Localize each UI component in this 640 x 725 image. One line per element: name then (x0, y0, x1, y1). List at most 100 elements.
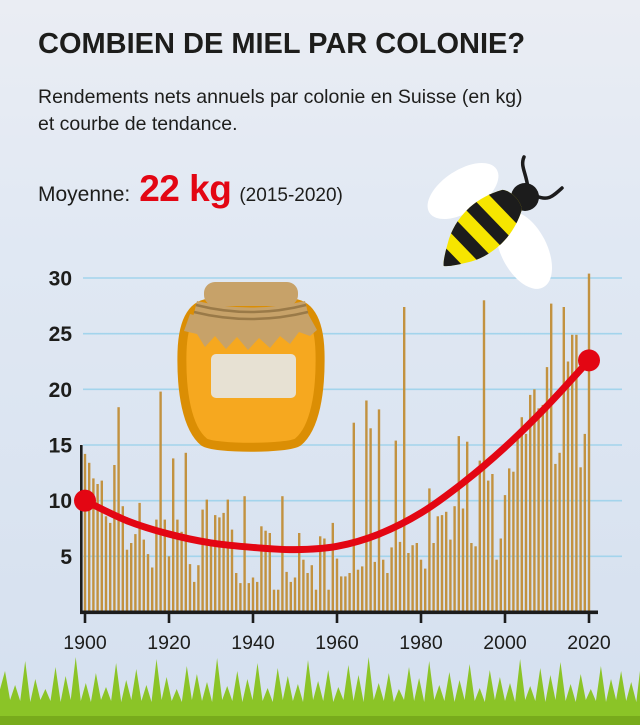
bar (104, 516, 108, 612)
bar (285, 571, 288, 612)
bar (146, 554, 150, 612)
y-tick-label-15: 15 (49, 435, 73, 458)
bar (193, 581, 196, 612)
bar (142, 539, 145, 612)
average-value: 22 kg (139, 168, 232, 209)
bar (176, 519, 179, 612)
bar (155, 519, 158, 612)
bar (369, 428, 372, 612)
bar (499, 538, 502, 612)
bar (365, 400, 368, 612)
bar (361, 566, 364, 612)
bar (293, 577, 297, 612)
x-tick-label-1920: 1920 (147, 632, 191, 654)
bar (482, 300, 486, 612)
x-tick-2000 (503, 614, 507, 623)
bar (125, 549, 129, 612)
bar (222, 512, 225, 612)
bar (491, 474, 494, 612)
bar (583, 433, 586, 612)
bar (445, 511, 448, 612)
x-tick-1900 (83, 614, 87, 623)
grass-base-strip (0, 716, 640, 725)
honey-jar-icon (177, 282, 325, 452)
y-tick-label-20: 20 (49, 379, 72, 402)
bar (529, 394, 532, 612)
bar (214, 515, 217, 612)
average-period: (2015-2020) (239, 185, 343, 206)
bar (83, 453, 87, 612)
bar (151, 567, 154, 612)
bar (474, 546, 477, 612)
bar (436, 516, 439, 612)
trend-line (81, 356, 593, 554)
bar (302, 559, 305, 612)
bar (138, 502, 141, 612)
bee-upper-wing (427, 162, 499, 220)
bar (272, 589, 276, 612)
bar (520, 417, 523, 612)
bar (419, 559, 423, 612)
bar (558, 452, 561, 612)
bar (503, 495, 507, 612)
bar (134, 534, 137, 612)
bar (524, 433, 528, 612)
average-callout: Moyenne: 22 kg (2015-2020) (38, 168, 343, 210)
bar (377, 409, 381, 612)
bar (575, 334, 578, 612)
bar (386, 573, 389, 612)
x-tick-label-1960: 1960 (315, 632, 359, 654)
bar (411, 545, 414, 612)
bar (197, 565, 200, 612)
bar (235, 573, 238, 612)
bar (571, 334, 574, 612)
bar (487, 480, 490, 612)
bar (281, 496, 284, 612)
bar (230, 529, 234, 612)
bar (256, 581, 259, 612)
bar (348, 573, 351, 612)
chart-gridlines (83, 277, 622, 558)
bar (550, 303, 553, 612)
bar (373, 561, 376, 612)
bar (130, 543, 133, 612)
bar (113, 465, 116, 612)
chart-subtitle: Rendements nets annuels par colonie en S… (38, 84, 523, 138)
bar (100, 480, 103, 612)
bar (201, 509, 204, 612)
bar (537, 408, 540, 612)
bar (163, 519, 166, 612)
trend-endpoint-1900 (74, 489, 96, 512)
x-tick-1920 (167, 614, 171, 623)
bar (566, 361, 570, 612)
bar (428, 488, 431, 612)
average-label: Moyenne: (38, 183, 131, 206)
x-tick-1940 (251, 614, 255, 623)
bar (495, 559, 498, 612)
bar (356, 569, 360, 612)
bar (323, 538, 326, 612)
bar (398, 541, 402, 612)
bar (243, 496, 246, 612)
bar (440, 515, 444, 612)
bar (512, 471, 515, 612)
bar (298, 533, 301, 612)
bar (449, 539, 452, 612)
bar (251, 577, 255, 612)
bar (331, 522, 334, 612)
bar (403, 307, 406, 612)
x-axis-line (80, 610, 598, 615)
x-tick-label-2000: 2000 (483, 632, 527, 654)
y-axis-line (80, 445, 83, 612)
bar (470, 543, 473, 612)
bar (109, 522, 112, 612)
bar (205, 499, 208, 612)
bar (226, 499, 229, 612)
bar (453, 506, 456, 612)
bar (478, 460, 481, 612)
bar (466, 441, 469, 612)
bar (92, 478, 95, 612)
bar (159, 391, 162, 612)
bar (382, 559, 385, 612)
